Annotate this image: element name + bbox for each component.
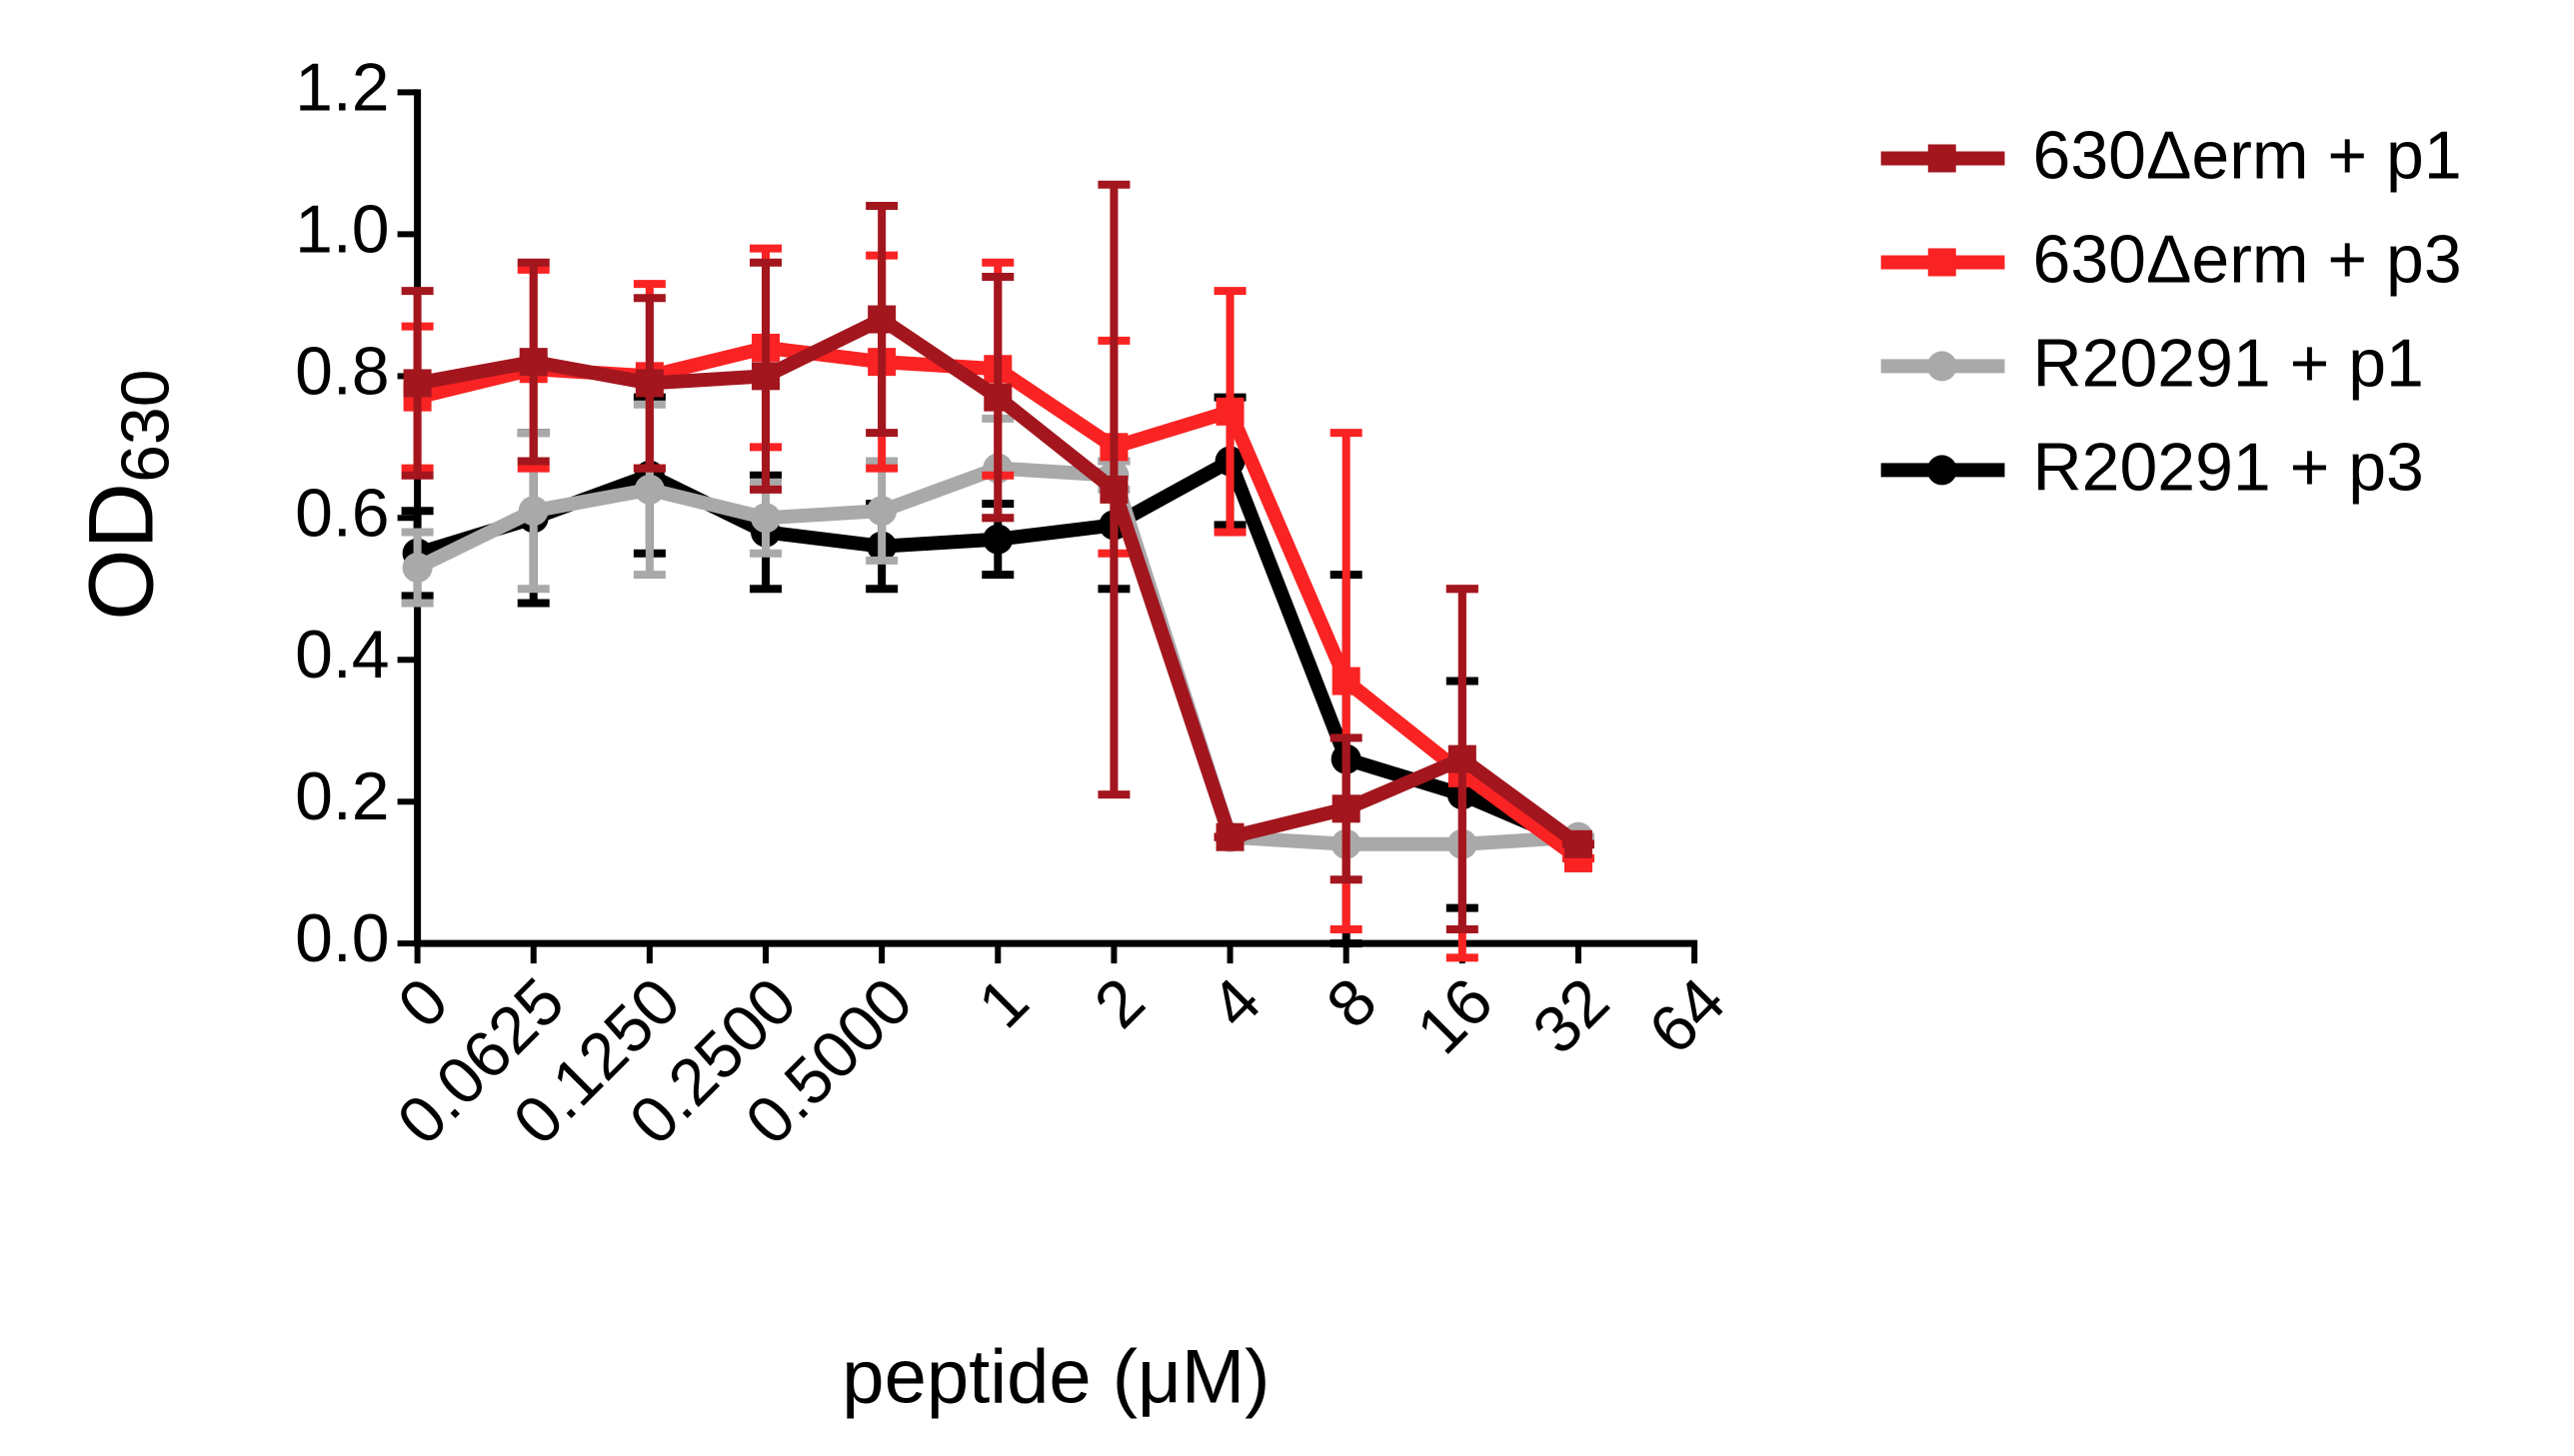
data-point [635, 369, 664, 398]
legend-marker [1926, 351, 1957, 382]
legend-label: R20291 + p3 [2033, 429, 2424, 505]
data-point [752, 362, 781, 391]
data-point [519, 348, 548, 377]
data-point [1100, 475, 1129, 504]
data-point [634, 474, 665, 505]
x-tick-label: 4 [1196, 963, 1274, 1041]
x-tick-label: 1 [964, 963, 1042, 1041]
y-tick-label: 0.0 [295, 900, 390, 976]
legend-marker [1927, 144, 1956, 173]
y-axis-label-main: OD [71, 483, 173, 621]
x-tick-label: 2 [1080, 963, 1158, 1041]
y-tick-label: 0.4 [295, 617, 390, 693]
y-tick-label: 1.0 [295, 191, 390, 267]
data-point [1447, 744, 1476, 773]
x-tick-label: 16 [1402, 963, 1506, 1067]
y-axis-label: OD630 [71, 369, 184, 620]
data-point [984, 383, 1013, 412]
data-point [403, 369, 432, 398]
data-point [402, 552, 433, 583]
legend-label: 630Δerm + p1 [2033, 117, 2462, 193]
data-point [1331, 794, 1360, 823]
y-tick-label: 1.2 [295, 49, 390, 125]
x-axis-label: peptide (μM) [842, 1334, 1270, 1419]
data-point [867, 496, 898, 527]
y-tick-label: 0.6 [295, 475, 390, 551]
data-point [751, 503, 782, 534]
data-point [1216, 397, 1245, 426]
x-tick-label: 8 [1312, 963, 1390, 1041]
y-axis-label-sub: 630 [108, 369, 184, 482]
data-point [1331, 667, 1360, 696]
y-tick-label: 0.8 [295, 333, 390, 409]
legend-marker [1927, 248, 1956, 277]
y-tick-label: 0.2 [295, 758, 390, 834]
data-point [518, 496, 549, 527]
data-point [1563, 829, 1592, 858]
legend-label: R20291 + p1 [2033, 325, 2424, 401]
data-point [983, 524, 1014, 555]
x-tick-label: 0 [384, 963, 462, 1041]
legend-label: 630Δerm + p3 [2033, 221, 2462, 297]
data-point [1216, 822, 1245, 851]
legend-marker [1926, 455, 1957, 486]
x-tick-label: 64 [1634, 963, 1738, 1067]
data-point [868, 305, 897, 334]
x-tick-label: 32 [1518, 963, 1622, 1067]
